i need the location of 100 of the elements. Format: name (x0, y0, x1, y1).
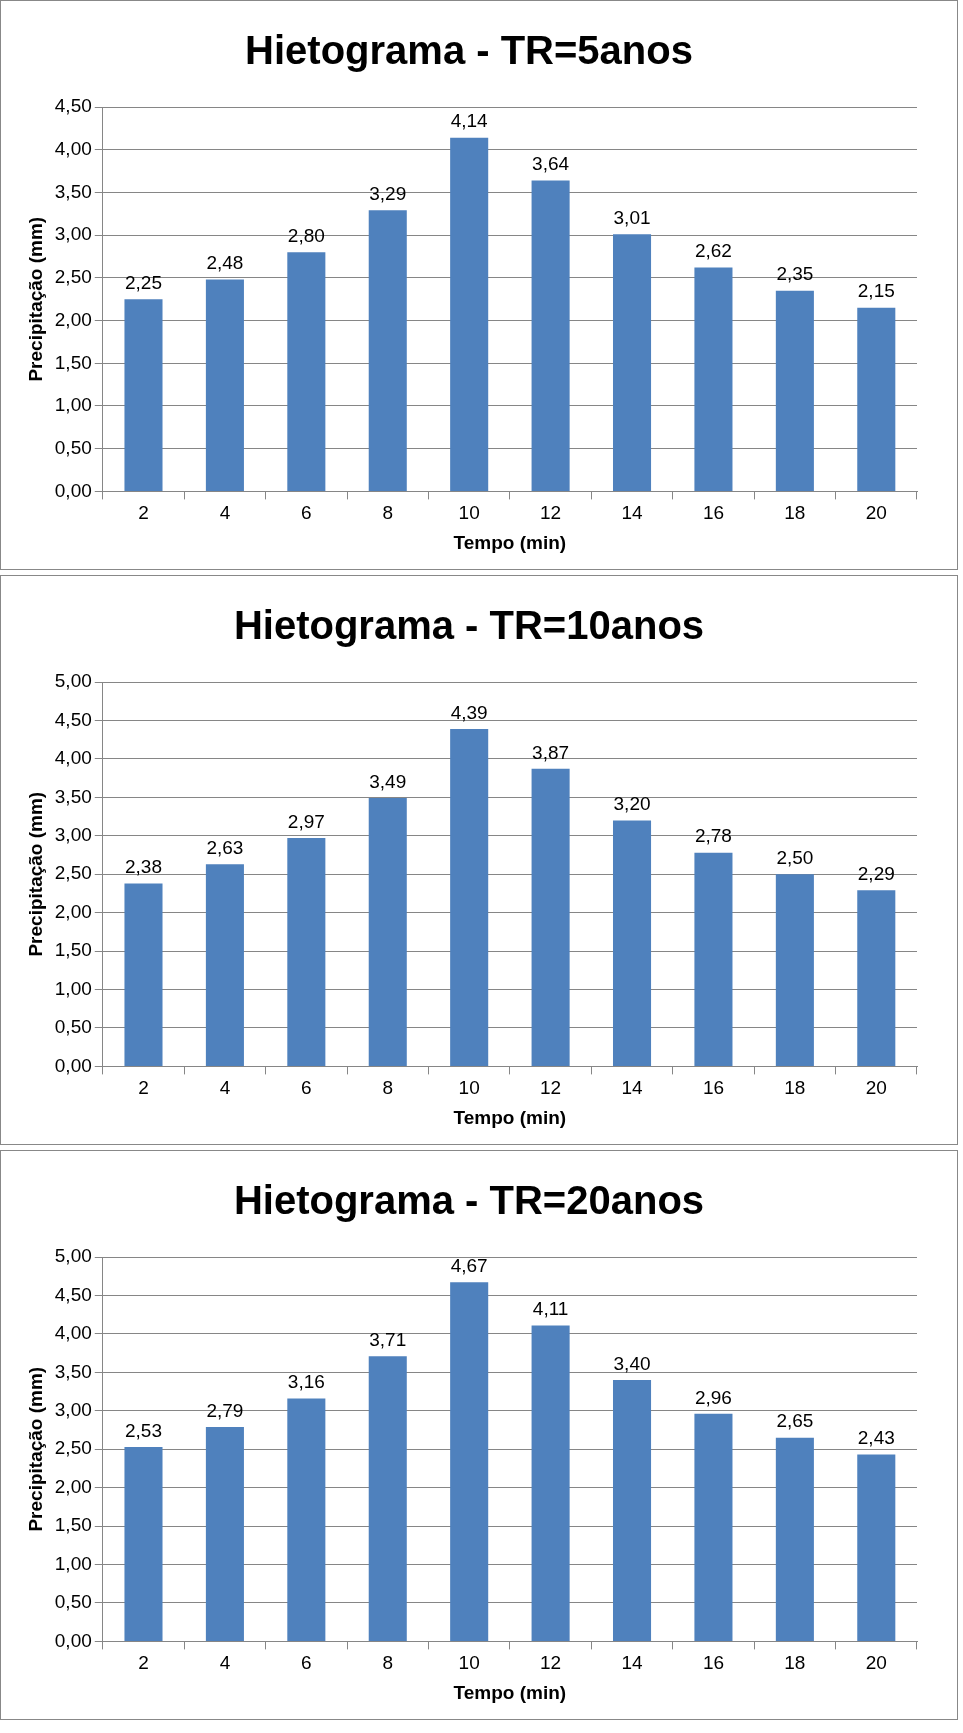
y-tick-label: 3,50 (54, 785, 92, 807)
bar (368, 210, 407, 491)
x-tick-label: 12 (540, 1077, 562, 1099)
bar (368, 1356, 407, 1641)
bar (857, 890, 896, 1066)
y-tick-label: 0,50 (54, 1591, 92, 1613)
bar (857, 307, 896, 491)
bar (775, 1437, 814, 1641)
y-tick-label: 2,50 (54, 862, 92, 884)
data-label: 2,65 (776, 1410, 814, 1432)
y-tick-label: 3,50 (54, 180, 92, 202)
bar (694, 1413, 733, 1641)
data-label: 3,16 (287, 1371, 325, 1393)
y-axis-title: Precipitação (mm) (24, 216, 46, 382)
y-tick-label: 0,00 (54, 1629, 92, 1651)
data-label: 2,48 (206, 252, 244, 274)
bar (775, 290, 814, 491)
data-label: 3,40 (613, 1352, 651, 1374)
data-label: 2,97 (287, 810, 325, 832)
x-tick-label: 14 (621, 1652, 644, 1674)
y-axis-title: Precipitação (mm) (24, 791, 46, 957)
bar (694, 852, 733, 1066)
data-label: 2,80 (287, 224, 325, 246)
bar (612, 234, 652, 491)
data-label: 2,62 (694, 240, 732, 262)
data-label: 3,49 (369, 770, 407, 792)
x-tick-label: 4 (219, 502, 231, 524)
y-tick-label: 2,50 (54, 1437, 92, 1459)
y-tick-label: 0,00 (54, 1054, 92, 1076)
x-tick-label: 2 (138, 502, 149, 524)
x-axis-title: Tempo (min) (453, 1106, 567, 1128)
y-tick-label: 1,00 (54, 1552, 92, 1574)
y-tick-label: 4,00 (54, 1322, 92, 1344)
bar (857, 1454, 896, 1641)
bar (450, 1282, 489, 1641)
x-tick-label: 6 (301, 1652, 312, 1674)
bar (287, 252, 326, 491)
bar (205, 864, 244, 1066)
y-tick-label: 1,50 (54, 939, 92, 961)
bar (531, 180, 570, 491)
data-label: 3,01 (613, 207, 651, 229)
y-tick-label: 4,50 (54, 1283, 92, 1305)
y-tick-label: 3,00 (54, 823, 92, 845)
x-tick-label: 12 (540, 1652, 562, 1674)
x-axis-title: Tempo (min) (453, 1681, 567, 1703)
data-label: 2,38 (125, 856, 162, 878)
y-tick-label: 0,00 (54, 479, 92, 501)
data-label: 2,63 (206, 836, 244, 858)
data-label: 2,50 (776, 846, 814, 868)
bar (124, 883, 163, 1066)
x-tick-label: 14 (621, 502, 644, 524)
x-tick-label: 18 (784, 1652, 806, 1674)
bar (287, 838, 326, 1066)
y-tick-label: 4,50 (54, 708, 92, 730)
bar (205, 1426, 244, 1641)
y-tick-label: 2,00 (54, 900, 92, 922)
x-tick-label: 10 (458, 1077, 480, 1099)
data-label: 4,67 (450, 1255, 488, 1277)
y-tick-label: 5,00 (54, 1245, 92, 1267)
data-label: 3,20 (613, 793, 651, 815)
data-label: 2,78 (694, 825, 732, 847)
x-tick-label: 10 (458, 502, 480, 524)
x-tick-label: 2 (138, 1652, 149, 1674)
data-label: 2,53 (125, 1419, 162, 1441)
y-tick-label: 0,50 (54, 1016, 92, 1038)
x-axis-title: Tempo (min) (453, 531, 567, 553)
chart-title: Hietograma - TR=5anos (245, 28, 693, 73)
y-tick-label: 3,00 (54, 1398, 92, 1420)
bar (612, 1380, 652, 1641)
x-tick-label: 10 (458, 1652, 480, 1674)
y-tick-label: 3,50 (54, 1360, 92, 1382)
data-label: 2,96 (694, 1386, 732, 1408)
x-tick-label: 16 (702, 1077, 725, 1099)
x-tick-label: 6 (301, 1077, 312, 1099)
x-tick-label: 14 (621, 1077, 644, 1099)
bar (124, 1446, 163, 1641)
bar (775, 874, 814, 1066)
y-tick-label: 2,50 (54, 266, 92, 288)
x-tick-label: 12 (540, 502, 562, 524)
data-label: 2,79 (206, 1399, 244, 1421)
bar (531, 768, 570, 1066)
data-label: 4,14 (450, 110, 489, 132)
y-tick-label: 1,50 (54, 1514, 92, 1536)
y-tick-label: 2,00 (54, 1475, 92, 1497)
data-label: 3,71 (369, 1328, 407, 1350)
data-label: 3,64 (532, 153, 570, 175)
bar (368, 798, 407, 1066)
bar (612, 820, 652, 1066)
chart-title: Hietograma - TR=10anos (233, 603, 705, 648)
y-tick-label: 4,00 (54, 137, 92, 159)
x-tick-label: 4 (219, 1077, 231, 1099)
y-tick-label: 3,00 (54, 223, 92, 245)
y-tick-label: 4,00 (54, 747, 92, 769)
x-tick-label: 18 (784, 502, 806, 524)
x-tick-label: 8 (382, 502, 394, 524)
x-tick-label: 20 (865, 1652, 887, 1674)
x-tick-label: 8 (382, 1652, 394, 1674)
x-tick-label: 16 (702, 1652, 725, 1674)
data-label: 2,43 (857, 1427, 895, 1449)
bar (124, 299, 163, 491)
